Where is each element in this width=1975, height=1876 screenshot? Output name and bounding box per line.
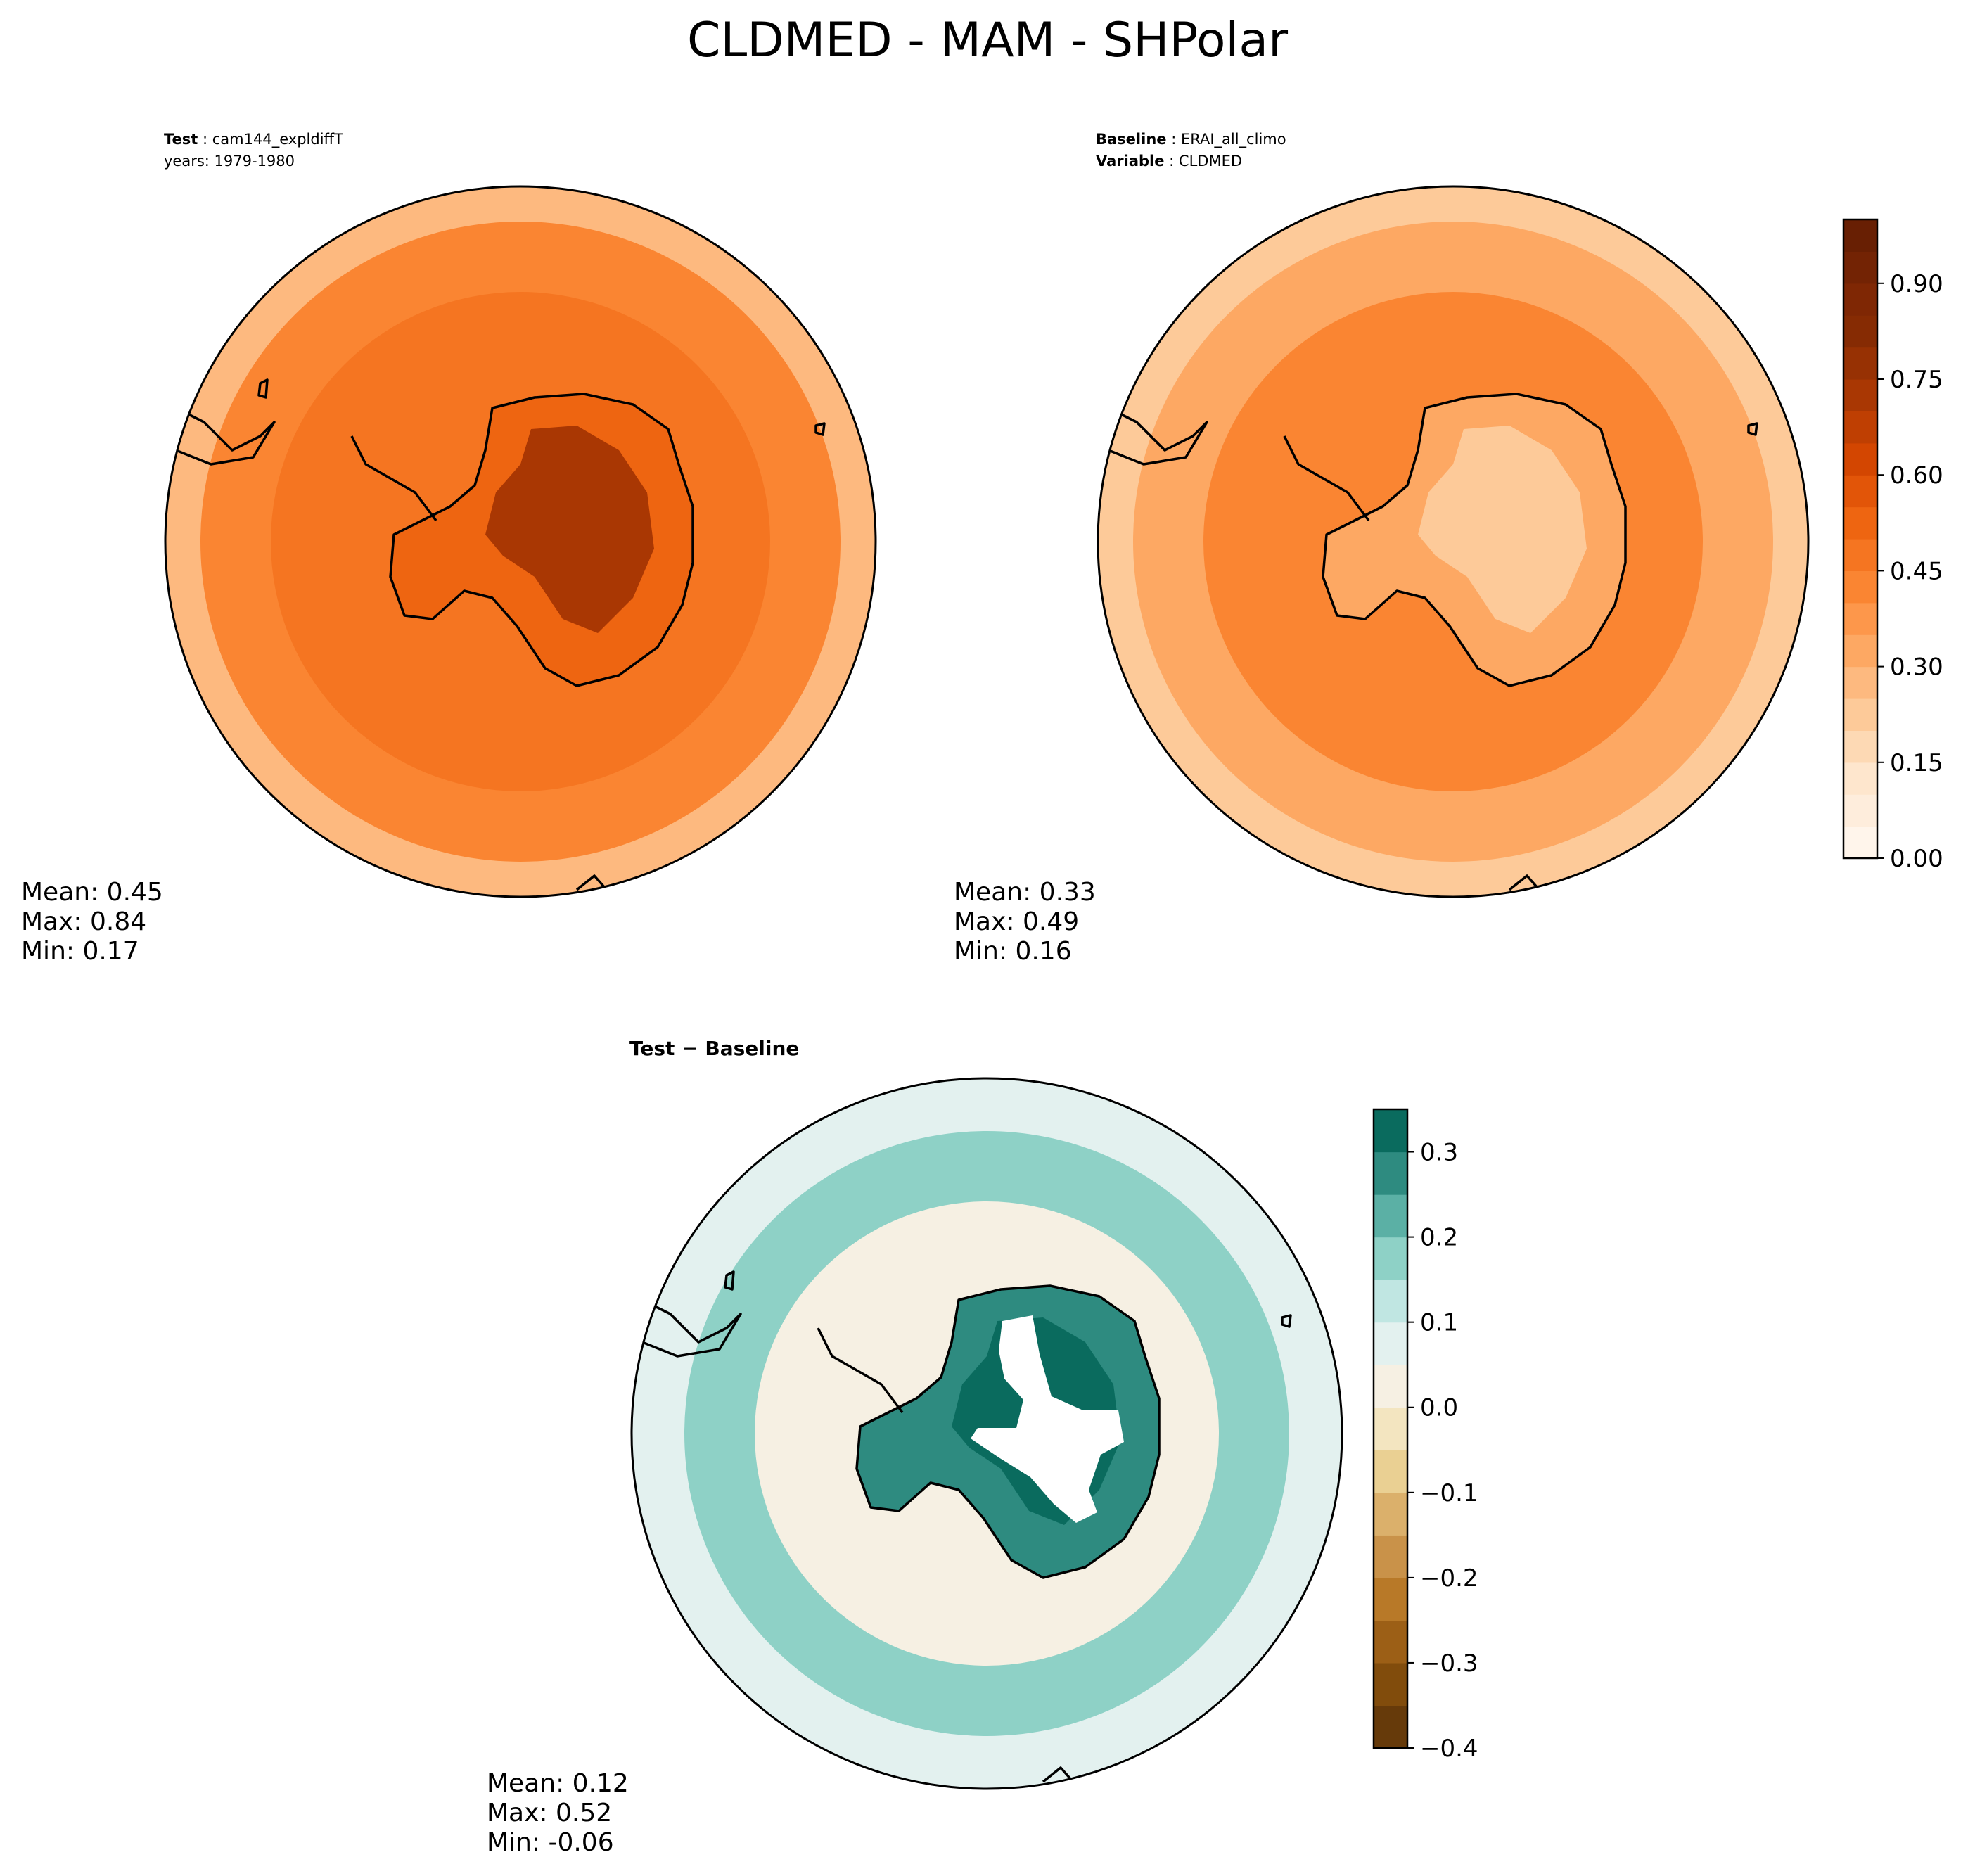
colorbar-tick-label: 0.15	[1890, 749, 1943, 777]
colorbar-tick-label: −0.2	[1420, 1564, 1478, 1593]
colorbar-frame	[1842, 218, 1879, 860]
colorbar-segment	[1843, 379, 1877, 411]
test-header-value: cam144_expldiffT	[212, 131, 343, 148]
colorbar-tick-label: 0.75	[1890, 366, 1943, 394]
test-max: Max: 0.84	[21, 907, 146, 936]
colorbar-segment	[1843, 698, 1877, 731]
baseline-max: Max: 0.49	[954, 907, 1079, 936]
colorbar-tick-label: 0.60	[1890, 461, 1943, 490]
colorbar-segment	[1374, 1407, 1407, 1450]
figure-title: CLDMED - MAM - SHPolar	[687, 13, 1288, 68]
colorbar-segment	[1374, 1280, 1407, 1323]
difference-map-boundary	[630, 1077, 1343, 1790]
colorbar-tick-label: 0.90	[1890, 270, 1943, 298]
colorbar-segment	[1843, 219, 1877, 252]
difference-panel: Test − Baseline Mean: 0.12 Max: 0.52 Min…	[487, 1037, 1343, 1857]
colorbar-segment	[1843, 283, 1877, 316]
difference-min: Min: -0.06	[487, 1828, 614, 1857]
test-header-label: Test	[164, 131, 198, 148]
baseline-variable: Variable : CLDMED	[1096, 153, 1242, 170]
colorbar-segment	[1374, 1492, 1407, 1536]
baseline-map	[1098, 186, 1808, 897]
baseline-variable-label: Variable	[1096, 153, 1164, 170]
colorbar-segment	[1843, 762, 1877, 795]
colorbar-segment	[1374, 1237, 1407, 1280]
colorbar-segment	[1843, 315, 1877, 348]
test-min: Min: 0.17	[21, 937, 139, 966]
colorbar-segment	[1374, 1365, 1407, 1408]
colorbar-tick-label: 0.00	[1890, 845, 1943, 873]
baseline-variable-sep: :	[1164, 153, 1178, 170]
colorbar-tick-label: 0.3	[1420, 1139, 1458, 1167]
colorbar-segment	[1374, 1151, 1407, 1195]
baseline-map-boundary	[1097, 185, 1810, 898]
colorbar-segment	[1843, 634, 1877, 668]
test-baseline-colorbar: 0.00 0.15 0.30 0.45 0.60 0.75 0.90	[1842, 218, 1943, 873]
colorbar-segment	[1374, 1322, 1407, 1365]
colorbar-tick-label: 0.1	[1420, 1309, 1458, 1337]
difference-max: Max: 0.52	[487, 1799, 612, 1827]
colorbar-tick-label: 0.0	[1420, 1394, 1458, 1422]
colorbar-segment	[1843, 411, 1877, 444]
test-mean: Mean: 0.45	[21, 878, 163, 907]
colorbar-segment	[1843, 666, 1877, 699]
colorbar-segment	[1374, 1705, 1407, 1749]
difference-colorbar: −0.4 −0.3 −0.2 −0.1 0.0 0.1 0.2 0.3	[1372, 1108, 1478, 1763]
colorbar-tick-label: 0.30	[1890, 653, 1943, 682]
baseline-coastline	[1108, 393, 1758, 891]
test-panel: Test : cam144_expldiffT years: 1979-1980…	[21, 131, 877, 966]
colorbar-segment	[1843, 251, 1877, 284]
colorbar-tick-label: −0.1	[1420, 1479, 1478, 1507]
colorbar-segment	[1374, 1662, 1407, 1706]
difference-map	[632, 1078, 1342, 1789]
colorbar-segment	[1374, 1577, 1407, 1621]
colorbar-segment	[1843, 506, 1877, 540]
baseline-header-value: ERAI_all_climo	[1181, 131, 1286, 148]
colorbar-segment	[1843, 826, 1877, 859]
difference-header: Test − Baseline	[629, 1037, 799, 1060]
colorbar-segment	[1843, 602, 1877, 635]
colorbar-segment	[1843, 730, 1877, 763]
colorbar-tick-label: −0.4	[1420, 1735, 1478, 1763]
test-map	[165, 186, 876, 897]
baseline-mean: Mean: 0.33	[954, 878, 1096, 907]
colorbar-segment	[1843, 539, 1877, 571]
colorbar-segment	[1374, 1109, 1407, 1153]
colorbar-tick-label: 0.2	[1420, 1224, 1458, 1252]
colorbar-segment	[1374, 1450, 1407, 1493]
baseline-header-sep: :	[1167, 131, 1181, 148]
colorbar-segment	[1843, 794, 1877, 827]
colorbar-tick-label: −0.3	[1420, 1650, 1478, 1678]
colorbar-segment	[1374, 1620, 1407, 1664]
colorbar-segment	[1374, 1194, 1407, 1238]
test-header: Test : cam144_expldiffT	[164, 131, 343, 148]
baseline-header: Baseline : ERAI_all_climo	[1096, 131, 1286, 148]
test-header-sep: :	[198, 131, 212, 148]
difference-interior-gap	[971, 1315, 1124, 1523]
test-coastline	[175, 378, 826, 891]
test-map-boundary	[164, 185, 877, 898]
difference-mean: Mean: 0.12	[487, 1769, 629, 1798]
test-years: years: 1979-1980	[164, 153, 295, 170]
baseline-header-label: Baseline	[1096, 131, 1167, 148]
colorbar-segment	[1843, 475, 1877, 508]
colorbar-tick-label: 0.45	[1890, 557, 1943, 585]
colorbar-segment	[1843, 347, 1877, 380]
difference-coastline	[641, 1270, 1292, 1783]
colorbar-segment	[1843, 442, 1877, 476]
colorbar-frame	[1372, 1108, 1409, 1749]
test-continent-inland-band	[485, 426, 654, 633]
colorbar-segment	[1374, 1535, 1407, 1578]
baseline-min: Min: 0.16	[954, 937, 1072, 966]
baseline-continent-inland-band	[1418, 426, 1587, 633]
baseline-variable-value: CLDMED	[1179, 153, 1242, 170]
colorbar-segment	[1843, 570, 1877, 604]
baseline-panel: Baseline : ERAI_all_climo Variable : CLD…	[954, 131, 1810, 966]
